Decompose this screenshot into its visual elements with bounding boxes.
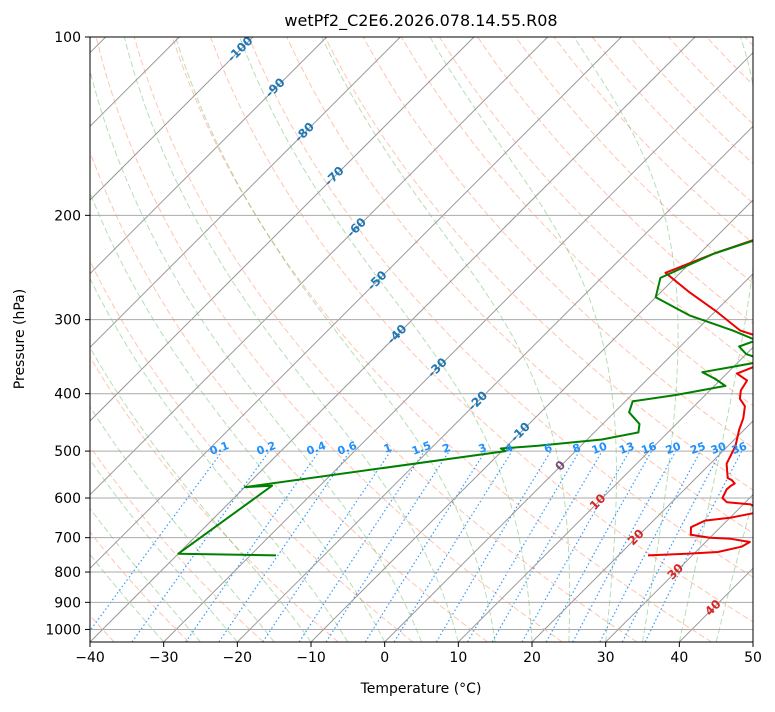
x-tick-label: 40 — [670, 650, 688, 666]
y-tick-label: 900 — [54, 595, 81, 611]
x-tick-label: −30 — [149, 650, 179, 666]
x-tick-label: 30 — [597, 650, 615, 666]
y-tick-label: 200 — [54, 208, 81, 224]
x-tick-label: 0 — [380, 650, 389, 666]
y-axis-title: Pressure (hPa) — [12, 289, 28, 389]
x-tick-label: −10 — [296, 650, 326, 666]
x-tick-label: 50 — [744, 650, 762, 666]
y-tick-label: 600 — [54, 491, 81, 507]
y-tick-label: 1000 — [45, 622, 81, 638]
y-tick-label: 800 — [54, 565, 81, 581]
x-axis-title: Temperature (°C) — [360, 681, 482, 697]
y-tick-label: 300 — [54, 313, 81, 329]
x-tick-label: −40 — [75, 650, 105, 666]
y-tick-label: 400 — [54, 387, 81, 403]
y-tick-label: 700 — [54, 531, 81, 547]
y-tick-label: 100 — [54, 30, 81, 46]
chart-title: wetPf2_C2E6.2026.078.14.55.R08 — [284, 11, 557, 31]
x-tick-label: 10 — [449, 650, 467, 666]
x-tick-label: −20 — [223, 650, 253, 666]
y-tick-label: 500 — [54, 444, 81, 460]
x-tick-label: 20 — [523, 650, 541, 666]
